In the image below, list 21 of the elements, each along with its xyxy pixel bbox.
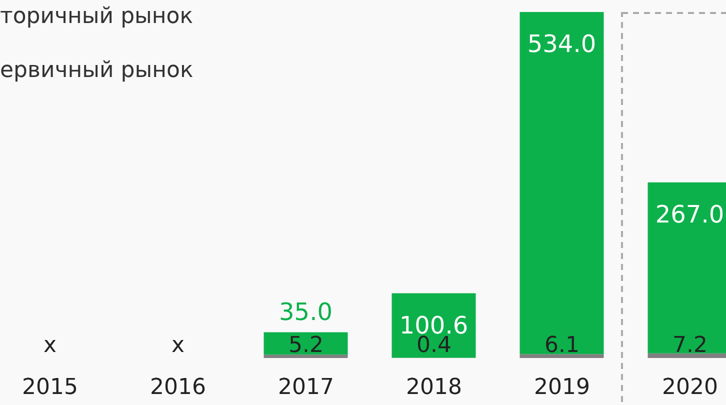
text: x [43,333,57,358]
text: x [171,333,185,358]
bar [264,332,348,355]
data-label: 534.0 [527,30,596,58]
annotation: торичный рынок [0,4,194,29]
data-label: 267.0 [655,200,724,228]
data-label: 35.0 [279,298,332,326]
annotation: ервичный рынок [0,58,194,83]
bar [520,354,604,358]
bar [392,293,476,358]
x-tick-label: 2018 [406,375,462,400]
bar [264,354,348,358]
x-tick-label: 2020 [662,375,718,400]
x-tick-label: 2019 [534,375,590,400]
x-tick-label: 2016 [150,375,206,400]
bar [520,12,604,354]
data-label: 7.2 [672,333,708,358]
data-label: 6.1 [544,333,580,358]
x-tick-label: 2017 [278,375,334,400]
data-label: 5.2 [288,333,324,358]
x-tick-label: 2015 [22,375,78,400]
